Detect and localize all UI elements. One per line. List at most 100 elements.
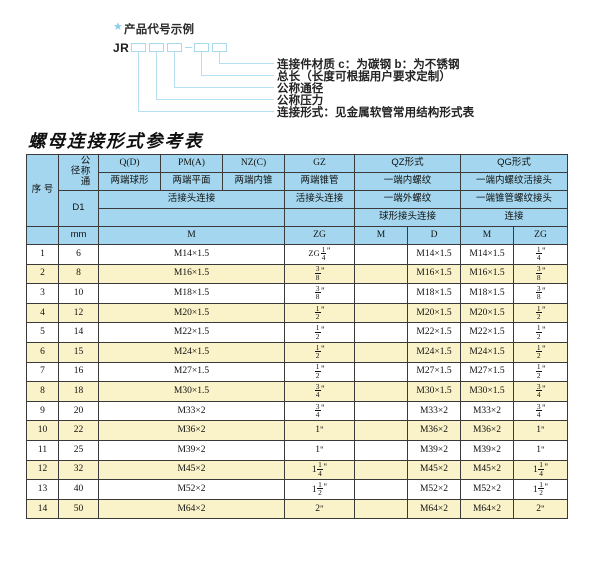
header-code-qz: QZ形式 [353,154,462,173]
table-row: 12 32 M45×2 1 1 4 " M45×2 M45×2 1 1 4 " [26,459,569,481]
code-prefix-label: JR [113,41,130,55]
cell-qz-d: M24×1.5 [406,341,462,363]
cell-seq: 11 [26,439,59,461]
header-endform-nzc: 两端内锥 [222,172,285,191]
table-header: 序 号 公称通径 Q(D) PM(A) NZ(C) GZ QZ形式 QG形式 两… [26,154,569,245]
cell-seq: 8 [26,381,59,402]
code-note-connection: 连接形式：见金属软管常用结构形式表 [277,107,475,119]
code-box-2 [149,43,164,52]
cell-thread-m: M20×1.5 [98,302,285,324]
nut-connection-spec-table: 序 号 公称通径 Q(D) PM(A) NZ(C) GZ QZ形式 QG形式 两… [26,154,569,520]
cell-gz-size: 1" [284,439,355,461]
header-d1-label: D1 [72,202,85,214]
header-blank-qpmnz [98,208,285,227]
cell-thread-m: M14×1.5 [98,244,285,265]
cell-seq: 4 [26,302,59,324]
cell-qg-zg: 2" [513,498,569,520]
cell-thread-m: M39×2 [98,439,285,461]
header-thread-gz: ZG [284,226,355,245]
cell-qg-zg: 1 1 2 " [513,479,569,500]
cell-qz-d: M36×2 [406,420,462,441]
cell-qz-m [354,498,408,520]
header-seq: 序 号 [26,154,59,227]
cell-qz-m [354,263,408,285]
cell-qg-m: M64×2 [460,498,515,520]
code-separator-dash [185,47,192,49]
cell-seq: 14 [26,498,59,520]
page-title: 螺母连接形式参考表 [28,131,204,151]
cell-nominal-diameter: 25 [58,439,99,461]
table-row: 11 25 M39×2 1" M39×2 M39×2 1" [26,439,569,461]
cell-gz-size: 1 1 4 " [284,459,355,481]
header-code-nzc: NZ(C) [222,154,285,173]
cell-qz-m [354,381,408,402]
cell-qg-zg: 1" [513,439,569,461]
cell-thread-m: M36×2 [98,420,285,441]
cell-qg-zg: 1" [513,420,569,441]
header-connection-gz: 活接头连接 [284,190,355,209]
leader-hline-2 [201,75,274,77]
code-note-pressure: 公称压力 [277,95,324,107]
header-code-gz: GZ [284,154,355,173]
cell-thread-m: M27×1.5 [98,361,285,383]
cell-qz-d: M52×2 [406,479,462,500]
cell-nominal-diameter: 8 [58,263,99,285]
cell-qz-m [354,283,408,304]
cell-nominal-diameter: 16 [58,361,99,383]
header-connection-qg: 一端锥管螺纹接头 [460,190,569,209]
cell-qz-m [354,479,408,500]
table-row: 6 15 M24×1.5 1 2 " M24×1.5 M24×1.5 1 2 " [26,341,569,363]
header-thread-qg-m: M [460,226,515,245]
code-box-4 [194,43,209,52]
cell-seq: 2 [26,263,59,285]
cell-qg-zg: 1 2 " [513,322,569,343]
cell-qz-d: M18×1.5 [406,283,462,304]
cell-qg-zg: 1 4 " [513,244,569,265]
cell-qg-m: M30×1.5 [460,381,515,402]
cell-thread-m: M30×1.5 [98,381,285,402]
cell-thread-m: M45×2 [98,459,285,481]
cell-seq: 1 [26,244,59,265]
cell-thread-m: M24×1.5 [98,341,285,363]
code-note-diameter: 公称通径 [277,83,324,95]
cell-gz-size: 3 8 " [284,283,355,304]
cell-qg-m: M20×1.5 [460,302,515,324]
cell-gz-size: 3 4 " [284,381,355,402]
cell-qz-m [354,459,408,481]
table-row: 8 18 M30×1.5 3 4 " M30×1.5 M30×1.5 3 4 " [26,381,569,402]
cell-qg-zg: 3 8 " [513,283,569,304]
cell-qg-m: M24×1.5 [460,341,515,363]
code-box-3 [167,43,182,52]
cell-qz-d: M27×1.5 [406,361,462,383]
cell-qz-m [354,361,408,383]
cell-qg-m: M39×2 [460,439,515,461]
cell-gz-size: 1 2 " [284,302,355,324]
cell-qz-m [354,400,408,422]
cell-nominal-diameter: 22 [58,420,99,441]
table-row: 9 20 M33×2 3 4 " M33×2 M33×2 3 4 " [26,400,569,422]
cell-qz-d: M16×1.5 [406,263,462,285]
leader-hline-4 [156,99,274,101]
cell-qg-zg: 3 4 " [513,400,569,422]
code-box-5 [212,43,227,52]
cell-gz-size: 2" [284,498,355,520]
header-row-units: mm M ZG M D M ZG [26,226,569,245]
star-icon: ★ [113,21,123,33]
cell-qz-d: M45×2 [406,459,462,481]
table-row: 13 40 M52×2 1 1 2 " M52×2 M52×2 1 1 2 " [26,479,569,500]
header-ballJoint-qg: 连接 [460,208,569,227]
cell-qz-d: M20×1.5 [406,302,462,324]
leader-vline-1 [219,52,221,64]
header-endform-qg: 一端内螺纹活接头 [460,172,569,191]
product-code-diagram: ★ 产品代号示例 JR 连接件材质 c：为碳钢 b：为不锈钢 总长（长度可根据用… [0,0,600,130]
table-row: 7 16 M27×1.5 1 2 " M27×1.5 M27×1.5 1 2 " [26,361,569,383]
cell-seq: 10 [26,420,59,441]
cell-gz-size: 1 1 2 " [284,479,355,500]
cell-nominal-diameter: 40 [58,479,99,500]
cell-qg-m: M16×1.5 [460,263,515,285]
cell-thread-m: M16×1.5 [98,263,285,285]
cell-nominal-diameter: 10 [58,283,99,304]
cell-gz-size: 3 8 " [284,263,355,285]
cell-gz-size: 1 2 " [284,341,355,363]
header-thread-qz-m: M [354,226,408,245]
